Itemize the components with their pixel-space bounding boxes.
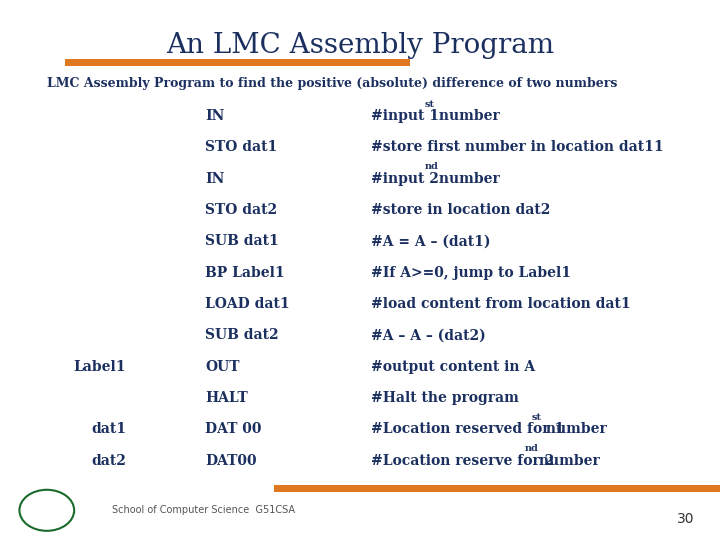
Text: #output content in A: #output content in A [371,360,535,374]
Text: IN: IN [205,109,225,123]
Text: #load content from location dat1: #load content from location dat1 [371,297,631,311]
Text: dat2: dat2 [91,454,126,468]
Text: st: st [424,100,434,109]
Text: STO dat2: STO dat2 [205,203,277,217]
Text: STO dat1: STO dat1 [205,140,277,154]
Text: DAT 00: DAT 00 [205,422,261,436]
Text: An LMC Assembly Program: An LMC Assembly Program [166,32,554,59]
Text: #input 2: #input 2 [371,172,438,186]
Text: nd: nd [424,163,438,171]
Text: Label1: Label1 [73,360,126,374]
Text: #store in location dat2: #store in location dat2 [371,203,550,217]
Text: SUB dat2: SUB dat2 [205,328,279,342]
Text: #A – A – (dat2): #A – A – (dat2) [371,328,485,342]
Text: OUT: OUT [205,360,240,374]
Text: #Location reserve for 2: #Location reserve for 2 [371,454,554,468]
Text: st: st [531,413,541,422]
Text: #A = A – (dat1): #A = A – (dat1) [371,234,490,248]
Text: number: number [541,422,607,436]
Text: nd: nd [525,444,539,453]
Text: School of Computer Science  G51CSA: School of Computer Science G51CSA [112,505,294,515]
Text: #Location reserved for 1: #Location reserved for 1 [371,422,564,436]
Text: BP Label1: BP Label1 [205,266,285,280]
Text: IN: IN [205,172,225,186]
Text: dat1: dat1 [91,422,126,436]
Text: LOAD dat1: LOAD dat1 [205,297,290,311]
Text: number: number [534,454,600,468]
Text: #If A>=0, jump to Label1: #If A>=0, jump to Label1 [371,266,571,280]
Bar [274,485,720,492]
Text: #Halt the program: #Halt the program [371,391,518,405]
Text: SUB dat1: SUB dat1 [205,234,279,248]
Text: number: number [433,172,500,186]
Text: LMC Assembly Program to find the positive (absolute) difference of two numbers: LMC Assembly Program to find the positiv… [47,77,617,90]
Bar [65,59,410,66]
Text: DAT00: DAT00 [205,454,257,468]
Text: HALT: HALT [205,391,248,405]
Text: #input 1: #input 1 [371,109,438,123]
Text: number: number [433,109,500,123]
Text: 30: 30 [678,512,695,526]
Text: #store first number in location dat11: #store first number in location dat11 [371,140,663,154]
